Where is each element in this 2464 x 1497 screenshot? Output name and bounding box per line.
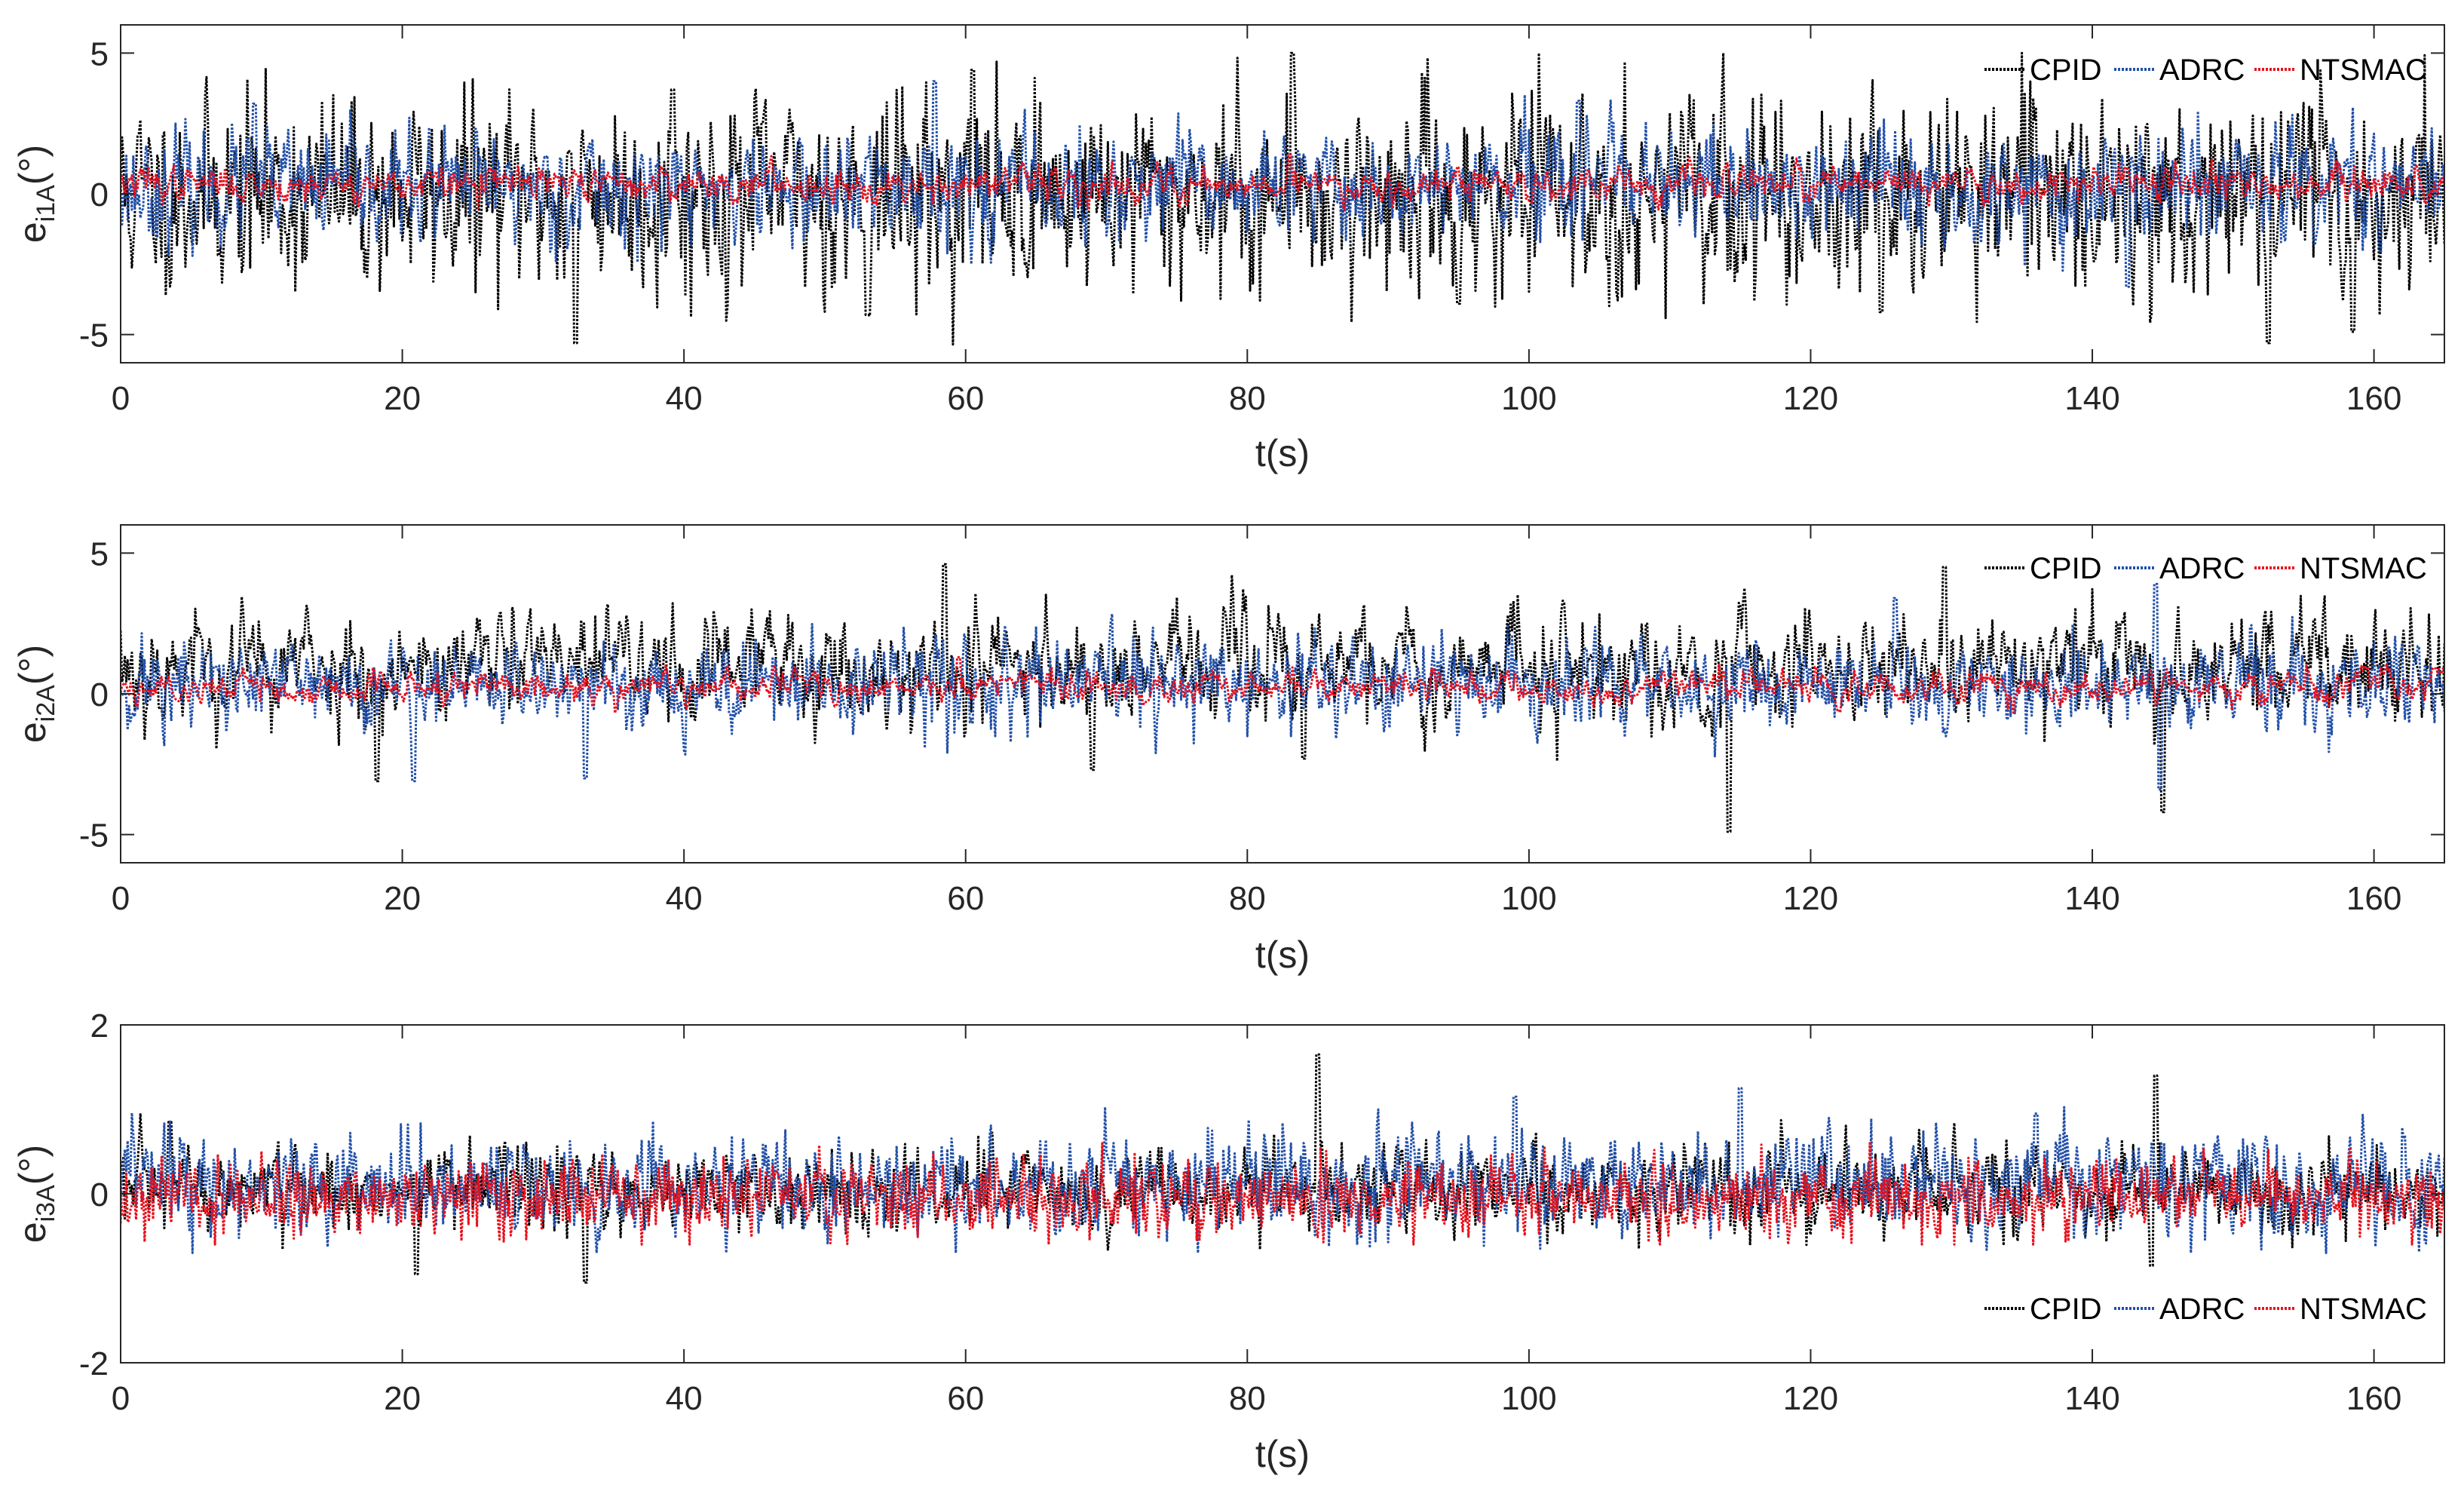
series-line-adrc [121, 80, 2444, 288]
legend-label-cpid: CPID [2030, 54, 2102, 87]
y-tick-label: 5 [90, 535, 109, 572]
y-axis-label: ei2A(°) [11, 645, 60, 743]
x-tick-label: 60 [947, 380, 984, 417]
x-tick-label: 100 [1501, 380, 1556, 417]
series-line-cpid [121, 563, 2444, 833]
x-axis-label: t(s) [1255, 1433, 1310, 1475]
x-tick-label: 0 [112, 1380, 130, 1417]
legend: NTSMAC ADRC CPID [1984, 1293, 2427, 1326]
x-tick-label: 80 [1229, 880, 1266, 917]
x-tick-label: 160 [2346, 380, 2401, 417]
y-axis-label: ei3A(°) [11, 1145, 60, 1243]
x-tick-label: 40 [666, 380, 703, 417]
legend-label-cpid: CPID [2030, 552, 2102, 585]
series-line-ntsmac [121, 153, 2444, 211]
x-tick-label: 140 [2064, 880, 2119, 917]
plot-area [121, 51, 2444, 346]
x-tick-label: 140 [2064, 380, 2119, 417]
y-tick-label: -5 [79, 818, 109, 854]
legend-label-ntsmac: NTSMAC [2300, 54, 2427, 87]
x-tick-label: 100 [1501, 880, 1556, 917]
x-tick-label: 0 [112, 880, 130, 917]
x-tick-label: 160 [2346, 1380, 2401, 1417]
legend-label-adrc: ADRC [2159, 1293, 2245, 1326]
legend: NTSMAC ADRC CPID [1984, 54, 2427, 87]
y-tick-label: 2 [90, 1008, 109, 1045]
x-tick-label: 140 [2064, 1380, 2119, 1417]
x-tick-label: 80 [1229, 380, 1266, 417]
y-tick-label: 5 [90, 35, 109, 72]
y-tick-label: 0 [90, 176, 109, 213]
x-tick-label: 20 [384, 1380, 421, 1417]
x-tick-label: 120 [1783, 380, 1838, 417]
x-tick-label: 160 [2346, 880, 2401, 917]
legend-label-adrc: ADRC [2159, 552, 2245, 585]
series-line-cpid [121, 51, 2444, 346]
x-axis-label: t(s) [1255, 934, 1310, 976]
x-tick-label: 80 [1229, 1380, 1266, 1417]
y-tick-label: 0 [90, 1176, 109, 1213]
x-tick-label: 20 [384, 880, 421, 917]
chart-panel-3: 0 20 40 60 80 100 120 140 160-202t(s)ei3A(°)NTSM… [11, 1008, 2445, 1475]
chart-panel-1: 0 20 40 60 80 100 120 140 160-505t(s)ei1A(°)NTSM… [11, 24, 2445, 474]
y-tick-label: 0 [90, 676, 109, 713]
x-tick-label: 40 [666, 1380, 703, 1417]
y-tick-label: -5 [79, 317, 109, 354]
x-tick-label: 120 [1783, 1380, 1838, 1417]
y-tick-label: -2 [79, 1345, 109, 1382]
x-tick-label: 100 [1501, 1380, 1556, 1417]
x-tick-label: 60 [947, 1380, 984, 1417]
legend: NTSMAC ADRC CPID [1984, 552, 2427, 585]
legend-label-ntsmac: NTSMAC [2300, 1293, 2427, 1326]
series-line-ntsmac [121, 1142, 2444, 1246]
x-tick-label: 40 [666, 880, 703, 917]
legend-label-ntsmac: NTSMAC [2300, 552, 2427, 585]
x-tick-label: 20 [384, 380, 421, 417]
plot-area [121, 1053, 2444, 1284]
series-line-ntsmac [121, 656, 2444, 715]
legend-label-cpid: CPID [2030, 1293, 2102, 1326]
x-tick-label: 0 [112, 380, 130, 417]
x-tick-label: 120 [1783, 880, 1838, 917]
series-line-adrc [121, 1087, 2444, 1254]
legend-label-adrc: ADRC [2159, 54, 2245, 87]
x-axis-label: t(s) [1255, 432, 1310, 474]
y-axis-label: ei1A(°) [11, 145, 60, 243]
plot-area [121, 563, 2444, 833]
chart-panel-2: 0 20 40 60 80 100 120 140 160-505t(s)ei2A(°)NTSM… [11, 524, 2445, 976]
x-tick-label: 60 [947, 880, 984, 917]
series-line-adrc [121, 582, 2444, 791]
